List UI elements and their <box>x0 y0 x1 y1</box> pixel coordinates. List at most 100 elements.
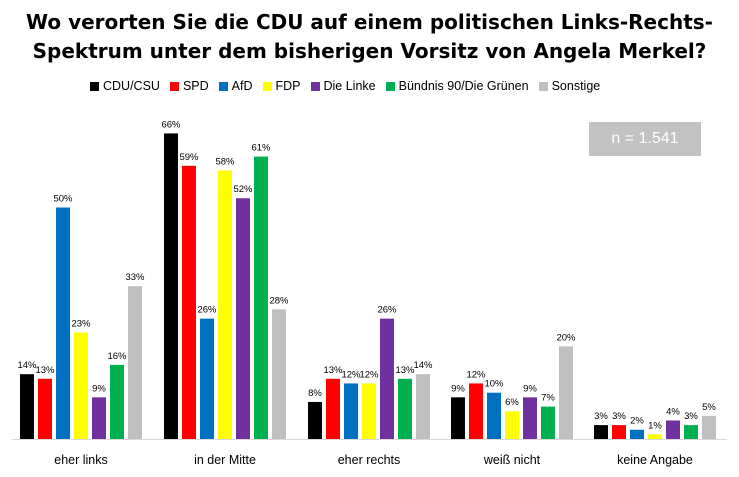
legend: CDU/CSU SPD AfD FDP Die Linke Bündnis 90/Die … <box>90 79 600 93</box>
legend-label: FDP <box>275 79 301 93</box>
bar <box>398 378 412 439</box>
legend-swatch <box>169 81 179 91</box>
data-label: 14% <box>17 360 37 371</box>
data-label: 3% <box>612 411 626 422</box>
bar <box>362 383 376 439</box>
data-label: 12% <box>359 369 379 380</box>
legend-item: Die Linke <box>310 79 376 93</box>
bar <box>326 378 340 439</box>
data-label: 13% <box>35 365 55 376</box>
data-label: 14% <box>413 360 433 371</box>
data-label: 66% <box>161 119 181 130</box>
data-label: 16% <box>107 351 127 362</box>
legend-item: AfD <box>218 79 253 93</box>
bar <box>74 332 88 439</box>
bar <box>92 397 106 439</box>
sample-size-badge: n = 1.541 <box>589 122 701 156</box>
data-label: 20% <box>556 332 576 343</box>
data-label: 1% <box>648 420 662 431</box>
legend-item: CDU/CSU <box>90 79 160 93</box>
data-label: 4% <box>666 406 680 417</box>
data-label: 9% <box>451 383 465 394</box>
bar <box>684 425 698 439</box>
data-label: 61% <box>251 143 271 154</box>
data-label: 13% <box>395 365 415 376</box>
data-label: 50% <box>53 194 73 205</box>
legend-label: Bündnis 90/Die Grünen <box>398 79 529 93</box>
bar <box>594 425 608 439</box>
title-line-2: Spektrum unter dem bisherigen Vorsitz vo… <box>32 39 707 63</box>
data-label: 26% <box>197 305 217 316</box>
legend-item: SPD <box>169 79 209 93</box>
legend-item: Bündnis 90/Die Grünen <box>385 79 529 93</box>
chart-title: Wo verorten Sie die CDU auf einem politi… <box>0 8 739 66</box>
category-label: in der Mitte <box>194 453 256 467</box>
legend-label: Die Linke <box>323 79 376 93</box>
bar <box>272 309 286 439</box>
data-label: 52% <box>233 184 253 195</box>
legend-swatch <box>262 81 272 91</box>
legend-swatch <box>90 81 99 91</box>
category-label: weiß nicht <box>483 453 541 467</box>
bar <box>344 383 358 439</box>
data-label: 9% <box>92 383 106 394</box>
data-label: 2% <box>630 416 644 427</box>
data-label: 23% <box>71 319 91 330</box>
bar <box>182 165 196 439</box>
bar <box>630 429 644 439</box>
data-label: 13% <box>323 365 343 376</box>
bar <box>487 392 501 439</box>
bar <box>200 318 214 439</box>
bar <box>164 133 178 440</box>
legend-item: FDP <box>262 79 301 93</box>
bar <box>20 374 34 439</box>
data-label: 59% <box>179 152 199 163</box>
bar <box>666 420 680 439</box>
bar <box>505 411 519 439</box>
data-label: 26% <box>377 305 397 316</box>
bar <box>451 397 465 439</box>
data-label: 7% <box>541 393 555 404</box>
bar <box>380 318 394 439</box>
bar <box>541 406 555 439</box>
title-line-1: Wo verorten Sie die CDU auf einem politi… <box>26 10 713 34</box>
bar <box>612 425 626 439</box>
bar <box>236 198 250 439</box>
legend-label: SPD <box>182 79 209 93</box>
bar <box>523 397 537 439</box>
data-label: 3% <box>594 411 608 422</box>
category-label: keine Angabe <box>617 453 693 467</box>
data-label: 9% <box>523 383 537 394</box>
bar <box>56 207 70 439</box>
legend-label: CDU/CSU <box>103 79 160 93</box>
legend-label: AfD <box>231 79 253 93</box>
bar <box>702 415 716 439</box>
data-label: 5% <box>702 402 716 413</box>
legend-item: Sonstige <box>538 79 600 93</box>
data-label: 3% <box>684 411 698 422</box>
bar <box>110 364 124 439</box>
legend-swatch <box>218 81 228 91</box>
legend-swatch <box>385 81 395 91</box>
bar <box>648 434 662 439</box>
bar <box>128 286 142 439</box>
data-label: 58% <box>215 156 235 167</box>
bar <box>38 378 52 439</box>
bar <box>416 374 430 439</box>
legend-swatch <box>310 81 320 91</box>
bar <box>308 401 322 439</box>
data-label: 28% <box>269 295 289 306</box>
data-label: 33% <box>125 272 145 283</box>
category-label: eher links <box>54 453 108 467</box>
data-label: 10% <box>484 379 504 390</box>
bar <box>559 346 573 439</box>
category-label: eher rechts <box>338 453 401 467</box>
bar <box>469 383 483 439</box>
data-label: 8% <box>308 388 322 399</box>
data-label: 12% <box>341 369 361 380</box>
bar <box>254 156 268 439</box>
legend-swatch <box>538 81 548 91</box>
data-label: 6% <box>505 397 519 408</box>
bar <box>218 170 232 439</box>
